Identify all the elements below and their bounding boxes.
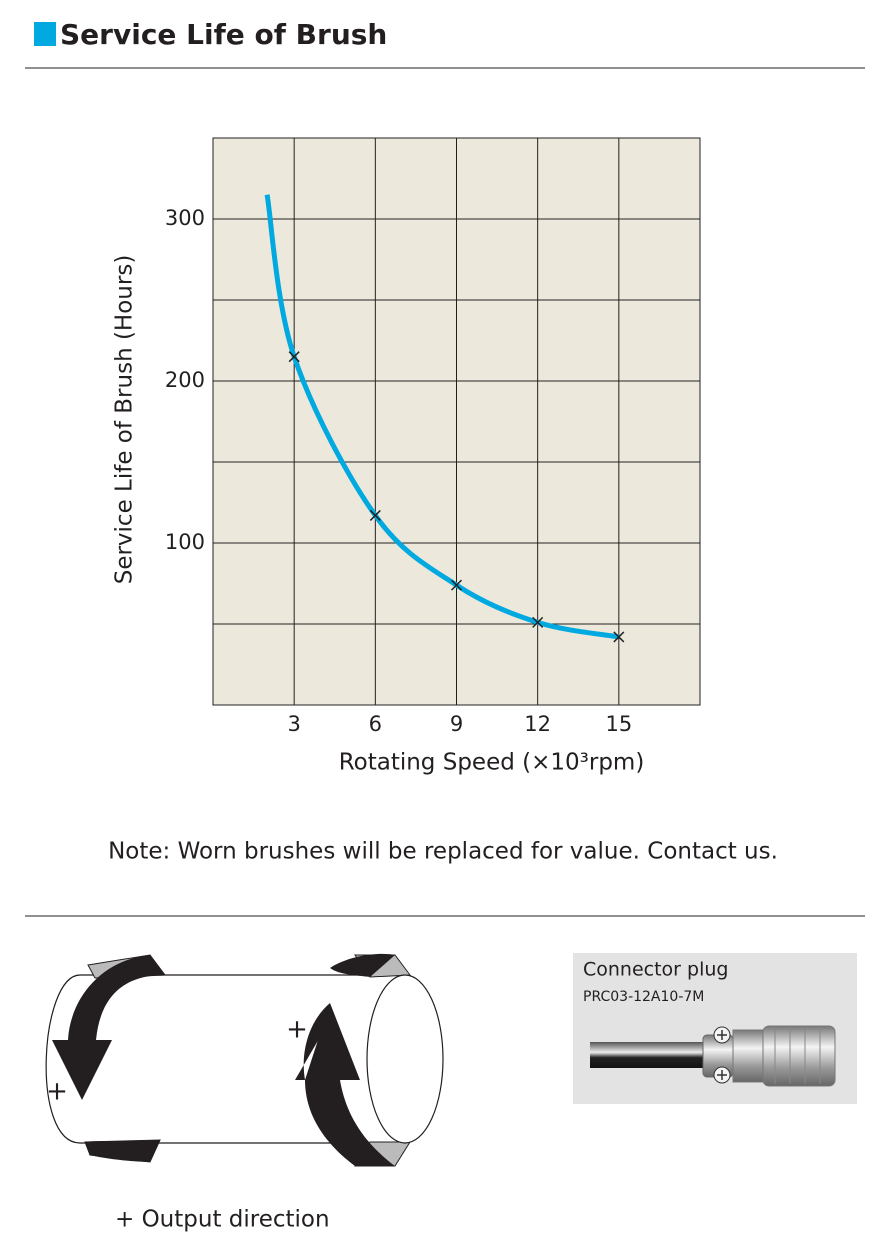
note: Note: Worn brushes will be replaced for … — [108, 839, 778, 865]
connector-model: PRC03-12A10-7M — [583, 989, 704, 1005]
marker — [532, 616, 544, 628]
plus-label: + — [46, 1077, 68, 1107]
y-axis-label: Service Life of Brush (Hours) — [112, 255, 138, 585]
plus-label: + — [286, 1015, 308, 1045]
marker — [450, 579, 463, 591]
x-tick-label: 3 — [287, 712, 300, 736]
diagram-caption: + Output direction — [115, 1207, 330, 1233]
x-axis-label: Rotating Speed (×10³rpm) — [339, 750, 645, 776]
x-tick-label: 6 — [369, 712, 382, 736]
marker — [369, 509, 381, 521]
chart: 100 200 300 3 6 9 12 15 Rotating Speed (×10³rpm)… — [112, 137, 701, 776]
y-tick-label: 100 — [165, 530, 205, 554]
x-tick-label: 12 — [524, 712, 551, 736]
y-tick-label: 200 — [165, 368, 205, 392]
x-tick-label: 15 — [605, 712, 632, 736]
connector-panel: Connector plug PRC03-12A10-7M — [573, 953, 857, 1104]
heading: Service Life of Brush — [60, 18, 387, 51]
marker — [288, 351, 300, 363]
connector-title: Connector plug — [583, 959, 728, 981]
cylinder-diagram: + + — [45, 953, 444, 1167]
heading-square — [34, 22, 56, 46]
x-tick-label: 9 — [450, 712, 463, 736]
marker — [613, 631, 625, 643]
y-tick-label: 300 — [165, 206, 205, 230]
